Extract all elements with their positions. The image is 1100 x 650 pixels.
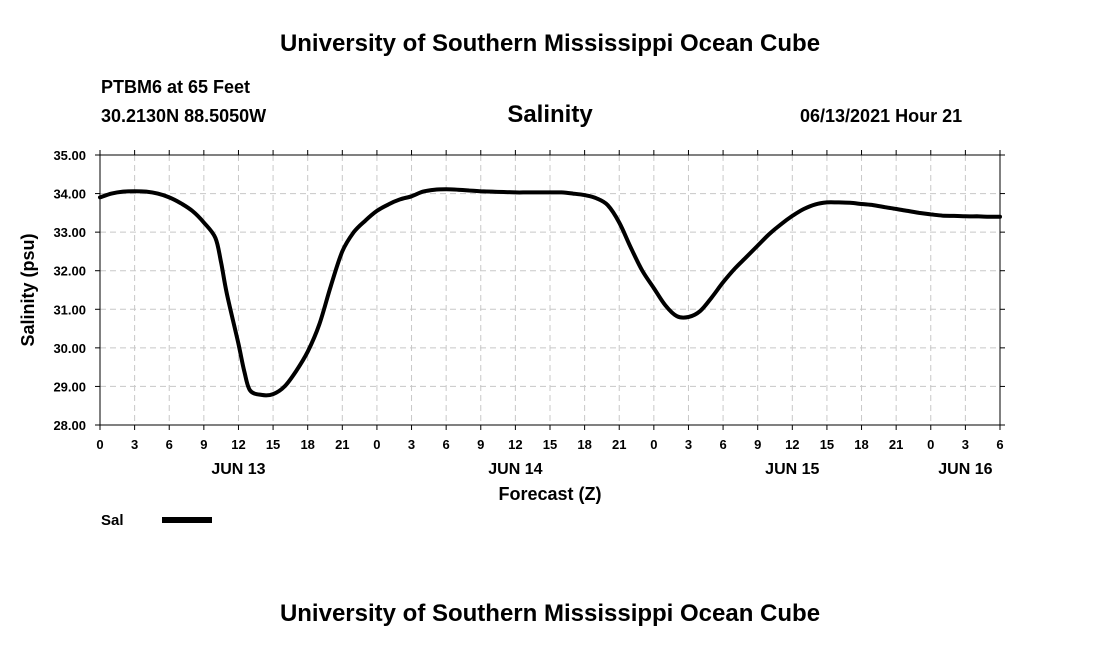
- y-axis-ticks: 28.00 29.00 30.00 31.00 32.00 33.00 34.00 35.00: [53, 148, 1005, 433]
- y-tick-label: 34.00: [53, 187, 86, 202]
- x-tick-label: 15: [820, 437, 834, 452]
- x-tick-label: 6: [166, 437, 173, 452]
- x-tick-label: 6: [443, 437, 450, 452]
- x-axis-ticks: 0 3 6 9 12 15 18 21 0 3 6 9 12 15 18 21 0 3 6 9 12 15 18 21 0 3 6: [96, 150, 1004, 452]
- x-tick-label: 9: [200, 437, 207, 452]
- x-tick-label: 12: [231, 437, 245, 452]
- x-tick-label: 15: [266, 437, 280, 452]
- x-tick-label: 3: [131, 437, 138, 452]
- x-tick-label: 0: [650, 437, 657, 452]
- x-tick-label: 15: [543, 437, 557, 452]
- x-tick-label: 3: [685, 437, 692, 452]
- chart-title: Salinity: [507, 101, 593, 128]
- page-title: University of Southern Mississippi Ocean…: [279, 30, 821, 57]
- series-line-sal: [98, 187, 1002, 398]
- y-tick-label: 33.00: [53, 225, 86, 240]
- x-tick-label: 3: [962, 437, 969, 452]
- issue-time-label: 06/13/2021 Hour 21: [800, 106, 963, 126]
- day-label: JUN 13: [211, 461, 265, 478]
- x-tick-label: 21: [335, 437, 349, 452]
- y-tick-label: 28.00: [53, 418, 86, 433]
- day-label: JUN 15: [765, 461, 819, 478]
- y-tick-label: 30.00: [53, 341, 86, 356]
- x-tick-label: 0: [96, 437, 103, 452]
- station-label: PTBM6 at 65 Feet: [101, 77, 251, 97]
- footer-title: University of Southern Mississippi Ocean…: [279, 600, 821, 627]
- grid-lines: [100, 155, 1000, 425]
- x-tick-label: 0: [373, 437, 380, 452]
- x-tick-label: 9: [477, 437, 484, 452]
- y-tick-label: 32.00: [53, 264, 86, 279]
- x-tick-label: 12: [785, 437, 799, 452]
- day-label: JUN 14: [488, 461, 542, 478]
- legend-label: Sal: [101, 512, 124, 529]
- y-tick-label: 35.00: [53, 148, 86, 163]
- y-tick-label: 31.00: [53, 302, 86, 317]
- day-label: JUN 16: [938, 461, 992, 478]
- x-tick-label: 12: [508, 437, 522, 452]
- x-tick-label: 9: [754, 437, 761, 452]
- x-tick-label: 3: [408, 437, 415, 452]
- x-tick-label: 6: [719, 437, 726, 452]
- x-tick-label: 18: [854, 437, 868, 452]
- x-tick-label: 18: [300, 437, 314, 452]
- x-axis-label: Forecast (Z): [498, 484, 601, 504]
- y-tick-label: 29.00: [53, 379, 86, 394]
- coordinates-label: 30.2130N 88.5050W: [101, 106, 267, 126]
- x-tick-label: 18: [577, 437, 591, 452]
- x-tick-label: 6: [996, 437, 1003, 452]
- x-tick-label: 0: [927, 437, 934, 452]
- x-tick-label: 21: [612, 437, 626, 452]
- day-labels: JUN 13 JUN 14 JUN 15 JUN 16: [211, 461, 992, 478]
- x-tick-label: 21: [889, 437, 903, 452]
- y-axis-label: Salinity (psu): [18, 233, 38, 346]
